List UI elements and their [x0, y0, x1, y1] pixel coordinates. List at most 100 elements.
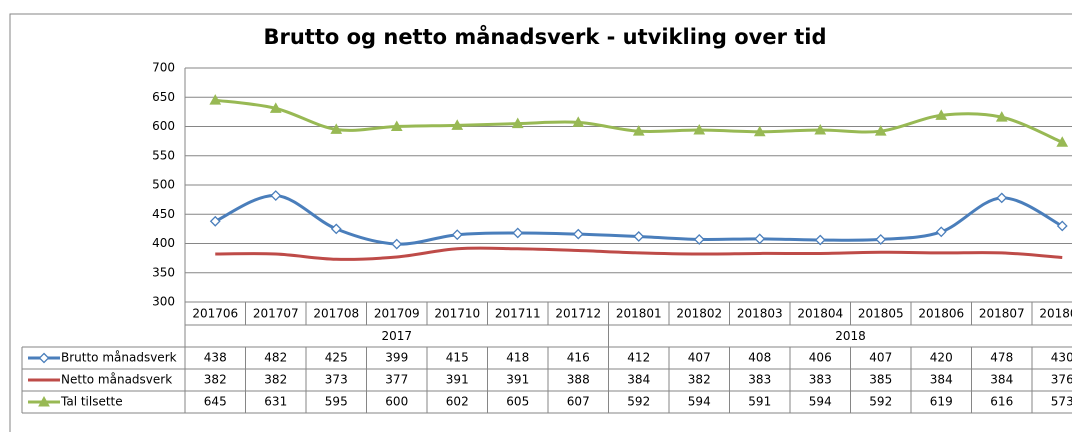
table-value: 383 — [809, 373, 832, 387]
y-tick-label: 300 — [152, 295, 175, 309]
x-tick-label: 201711 — [495, 307, 541, 321]
marker — [38, 352, 50, 364]
table-value: 482 — [264, 351, 287, 365]
table-value: 594 — [809, 395, 832, 409]
marker — [572, 228, 584, 240]
y-tick-label: 700 — [152, 61, 175, 75]
x-tick-label: 201707 — [253, 307, 299, 321]
table-value: 420 — [930, 351, 953, 365]
x-tick-label: 201706 — [192, 307, 238, 321]
marker — [270, 190, 282, 201]
table-value: 631 — [264, 395, 287, 409]
marker — [693, 123, 706, 135]
marker — [632, 125, 645, 136]
table-value: 591 — [748, 395, 771, 409]
series-line — [215, 246, 1063, 261]
table-value: 391 — [506, 373, 529, 387]
table-value: 616 — [990, 395, 1013, 409]
table-value: 391 — [446, 373, 469, 387]
table-value: 382 — [688, 373, 711, 387]
marker — [269, 102, 282, 113]
table-value: 438 — [204, 351, 227, 365]
table-value: 399 — [385, 351, 408, 365]
table-value: 412 — [627, 351, 650, 365]
table-value: 383 — [748, 373, 771, 387]
table-value: 605 — [506, 395, 529, 409]
table-value: 382 — [264, 373, 287, 387]
legend-label: Tal tilsette — [60, 395, 123, 409]
legend-label: Brutto månadsverk — [61, 351, 177, 365]
x-group-label: 2017 — [381, 329, 412, 343]
table-value: 478 — [990, 351, 1013, 365]
table-value: 573 — [1051, 395, 1072, 409]
x-tick-label: 201801 — [616, 307, 662, 321]
table-value: 415 — [446, 351, 469, 365]
table-value: 407 — [688, 351, 711, 365]
chart-title: Brutto og netto månadsverk - utvikling o… — [263, 24, 826, 49]
table-value: 376 — [1051, 373, 1072, 387]
marker — [875, 233, 887, 245]
marker — [451, 119, 464, 130]
table-value: 418 — [506, 351, 529, 365]
table-value: 592 — [627, 395, 650, 409]
legend-label: Netto månadsverk — [61, 373, 172, 387]
marker — [874, 125, 887, 136]
x-tick-label: 201803 — [737, 307, 783, 321]
chart-frame — [9, 13, 1072, 432]
marker — [209, 94, 222, 105]
x-tick-label: 201805 — [858, 307, 904, 321]
marker — [512, 227, 524, 239]
y-tick-label: 500 — [152, 178, 175, 192]
marker — [330, 123, 343, 134]
table-value: 388 — [567, 373, 590, 387]
marker — [330, 223, 342, 235]
table-value: 382 — [204, 373, 227, 387]
marker — [935, 226, 947, 238]
x-tick-label: 201807 — [979, 307, 1025, 321]
x-tick-label: 201710 — [434, 307, 480, 321]
marker — [390, 120, 403, 131]
table-value: 406 — [809, 351, 832, 365]
table-value: 416 — [567, 351, 590, 365]
table-value: 600 — [385, 395, 408, 409]
marker — [633, 231, 645, 242]
x-tick-label: 201802 — [676, 307, 722, 321]
y-tick-label: 400 — [152, 236, 175, 250]
y-tick-label: 650 — [152, 90, 175, 104]
marker — [391, 238, 403, 250]
marker — [753, 125, 766, 137]
y-tick-label: 350 — [152, 265, 175, 279]
table-value: 645 — [204, 395, 227, 409]
marker — [38, 395, 50, 407]
y-tick-label: 450 — [152, 207, 175, 221]
table-value: 607 — [567, 395, 590, 409]
table-value: 619 — [930, 395, 953, 409]
table-value: 373 — [325, 373, 348, 387]
table-value: 407 — [869, 351, 892, 365]
x-tick-label: 201709 — [374, 307, 420, 321]
x-group-label: 2018 — [835, 329, 866, 343]
marker — [995, 111, 1008, 122]
table-value: 594 — [688, 395, 711, 409]
table-value: 595 — [325, 395, 348, 409]
x-tick-label: 201808 — [1039, 307, 1072, 321]
marker — [451, 229, 463, 241]
table-value: 592 — [869, 395, 892, 409]
x-tick-label: 201712 — [555, 307, 601, 321]
marker — [572, 116, 585, 127]
table-value: 408 — [748, 351, 771, 365]
table-value: 430 — [1051, 351, 1072, 365]
x-tick-label: 201806 — [918, 307, 964, 321]
table-value: 377 — [385, 373, 408, 387]
table-value: 385 — [869, 373, 892, 387]
marker — [814, 234, 826, 246]
marker — [1056, 220, 1068, 232]
marker — [693, 233, 705, 245]
x-tick-label: 201804 — [797, 307, 843, 321]
table-value: 384 — [930, 373, 953, 387]
table-value: 384 — [990, 373, 1013, 387]
marker — [754, 233, 766, 245]
marker — [996, 192, 1008, 204]
